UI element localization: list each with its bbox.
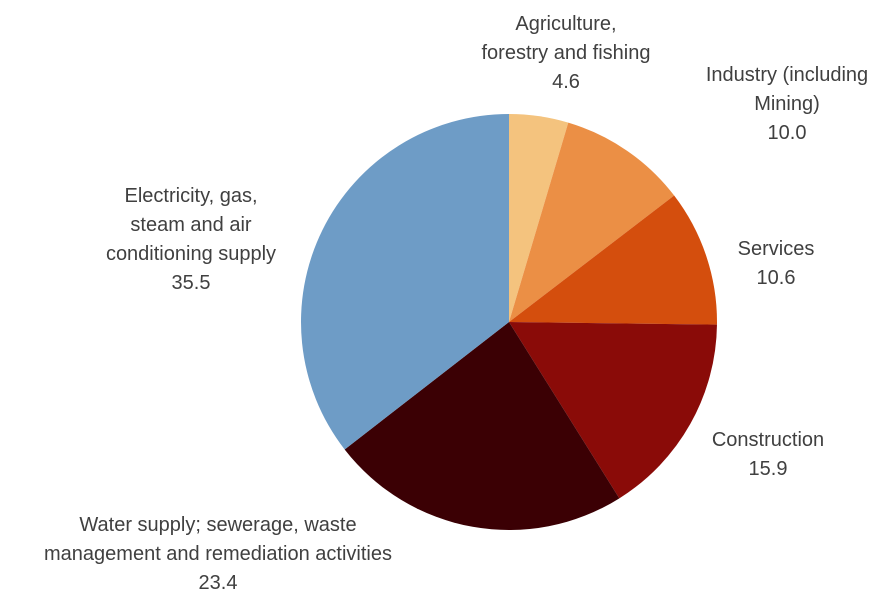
slice-label-line: steam and air — [130, 214, 252, 236]
slice-label-electricity-gas: Electricity, gas, steam and air conditioni… — [106, 185, 276, 294]
slice-label-line: Mining) — [754, 93, 820, 115]
slice-value-industry-including: 10.0 — [768, 122, 807, 144]
slice-label-line: conditioning supply — [106, 243, 276, 265]
slice-label-line: forestry and fishing — [482, 42, 651, 64]
slice-label-industry-including: Industry (including Mining) 10.0 — [706, 64, 868, 144]
pie-slice-electricity-gas — [301, 114, 509, 450]
slice-label-line: Water supply; sewerage, waste — [79, 514, 356, 536]
slice-label-line: management and remediation activities — [44, 543, 392, 565]
pie-slice-services — [509, 195, 717, 325]
slice-label-line: Services — [738, 238, 815, 260]
slice-value-construction: 15.9 — [749, 458, 788, 480]
pie-slice-water-supply-sewerage-waste — [344, 322, 620, 531]
slice-value-agriculture: 4.6 — [552, 71, 580, 93]
slice-label-water-supply-sewerage-waste: Water supply; sewerage, waste management … — [44, 514, 392, 590]
slice-label-line: Industry (including — [706, 64, 868, 86]
pie-slice-industry-including — [509, 122, 675, 322]
pie-labels: Agriculture, forestry and fishing 4.6 Indus… — [44, 13, 868, 590]
slice-label-construction: Construction 15.9 — [712, 429, 824, 480]
slice-value-services: 10.6 — [757, 267, 796, 289]
slice-label-services: Services 10.6 — [738, 238, 815, 289]
pie-slice-agriculture — [509, 114, 569, 322]
slice-label-line: Electricity, gas, — [125, 185, 258, 207]
slice-value-water-supply-sewerage-waste: 23.4 — [199, 572, 238, 590]
slice-label-line: Construction — [712, 429, 824, 451]
pie-slices — [301, 114, 717, 531]
slice-label-agriculture: Agriculture, forestry and fishing 4.6 — [482, 13, 651, 93]
slice-value-electricity-gas: 35.5 — [172, 272, 211, 294]
pie-slice-construction — [509, 322, 717, 499]
slice-label-line: Agriculture, — [515, 13, 616, 35]
